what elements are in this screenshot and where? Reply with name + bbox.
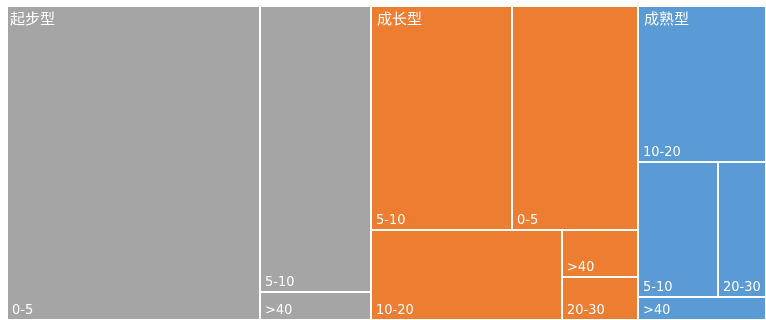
treemap-tile: 20-30 [562, 277, 638, 320]
tile-label: 5-10 [376, 213, 406, 228]
treemap-tile: 10-20 [638, 6, 766, 162]
treemap-tile: 0-5 [512, 6, 638, 230]
tile-label: 5-10 [643, 280, 673, 295]
treemap-tile: 5-10 [260, 6, 371, 292]
group-label: 成长型 [377, 10, 423, 28]
tile-label: 0-5 [517, 213, 539, 228]
treemap-tile: >40 [638, 297, 766, 320]
tile-label: 10-20 [643, 145, 681, 160]
tile-label: >40 [643, 303, 671, 318]
tile-label: 20-30 [567, 303, 605, 318]
tile-label: 0-5 [12, 303, 34, 318]
treemap-tile: >40 [562, 230, 638, 277]
treemap-tile: >40 [260, 292, 371, 320]
tile-label: 10-20 [376, 303, 414, 318]
group-label: 成熟型 [644, 10, 690, 28]
group-label: 起步型 [10, 10, 56, 28]
tile-label: 20-30 [723, 280, 761, 295]
treemap-tile: 0-5 [7, 6, 260, 320]
treemap-tile: 20-30 [718, 162, 766, 297]
tile-label: >40 [265, 303, 293, 318]
treemap-tile: 10-20 [371, 230, 562, 320]
treemap-tile: 5-10 [638, 162, 718, 297]
treemap-tile: 5-10 [371, 6, 512, 230]
tile-label: 5-10 [265, 275, 295, 290]
tile-label: >40 [567, 260, 595, 275]
